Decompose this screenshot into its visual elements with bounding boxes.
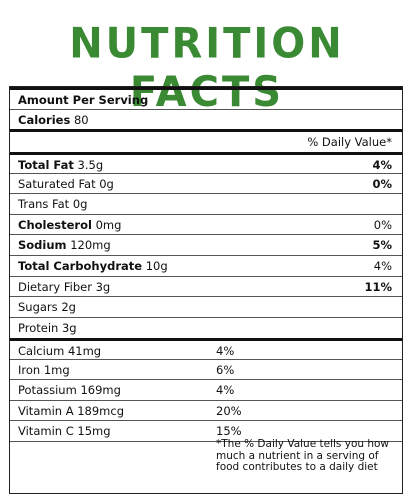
nutrient-daily-value: 0% xyxy=(372,176,392,191)
daily-value-header: % Daily Value* xyxy=(307,135,392,149)
vitamin-daily-value: 20% xyxy=(216,403,242,418)
nutrient-daily-value: 5% xyxy=(372,238,392,253)
nutrient-daily-value: 4% xyxy=(372,158,392,172)
vitamin-label: Vitamin C xyxy=(18,424,74,439)
calories-value: 80 xyxy=(73,113,89,127)
nutrient-amount: 0g xyxy=(99,176,114,191)
nutrient-label: Dietary Fiber xyxy=(18,279,92,294)
vitamin-label: Vitamin A xyxy=(18,403,74,418)
vitamin-row: Vitamin C 15mg 15% xyxy=(10,420,402,441)
nutrition-panel: Amount Per Serving Calories 80 % Daily V… xyxy=(9,86,403,494)
nutrient-daily-value: 11% xyxy=(364,279,392,294)
vitamin-row: Potassium 169mg 4% xyxy=(10,379,402,400)
nutrient-label: Protein xyxy=(18,320,59,335)
nutrient-row: Saturated Fat 0g 0% xyxy=(10,172,402,194)
nutrient-row: Protein 3g xyxy=(10,316,402,338)
vitamin-row: Calcium 41mg 4% xyxy=(10,338,402,361)
nutrient-label: Sugars xyxy=(18,300,58,315)
footnote-divider xyxy=(10,441,402,442)
nutrient-row: Trans Fat 0g xyxy=(10,193,402,214)
nutrient-row: Sodium 120mg 5% xyxy=(10,234,402,255)
nutrient-daily-value: 0% xyxy=(373,217,392,232)
vitamin-daily-value: 6% xyxy=(216,362,235,377)
vitamin-amount: 169mg xyxy=(80,383,121,398)
nutrient-label: Trans Fat xyxy=(18,197,70,212)
nutrient-amount: 0mg xyxy=(95,217,122,232)
nutrient-label: Sodium xyxy=(18,238,67,253)
nutrient-row: Total Carbohydrate 10g 4% xyxy=(10,255,402,276)
nutrient-row: Dietary Fiber 3g 11% xyxy=(10,275,402,297)
vitamin-amount: 41mg xyxy=(67,344,102,358)
page-title: NUTRITION FACTS xyxy=(69,19,345,117)
vitamin-amount: 189mcg xyxy=(77,403,125,418)
vitamin-label: Calcium xyxy=(18,344,65,358)
daily-value-header-row: % Daily Value* xyxy=(10,129,402,152)
vitamin-daily-value: 15% xyxy=(216,424,242,439)
vitamin-label: Iron xyxy=(18,362,41,377)
daily-value-footnote: *The % Daily Value tells you how much a … xyxy=(216,438,390,473)
nutrient-daily-value: 4% xyxy=(373,259,392,273)
nutrient-row: Total Fat 3.5g 4% xyxy=(10,152,402,175)
nutrient-label: Total Fat xyxy=(18,158,74,172)
amount-per-serving-label: Amount Per Serving xyxy=(18,93,149,107)
calories-row: Calories 80 xyxy=(10,109,402,130)
amount-per-serving-row: Amount Per Serving xyxy=(10,87,402,110)
vitamin-label: Potassium xyxy=(18,383,77,398)
vitamin-row: Vitamin A 189mcg 20% xyxy=(10,399,402,421)
nutrient-label: Cholesterol xyxy=(18,217,92,232)
nutrient-label: Total Carbohydrate xyxy=(18,259,143,273)
nutrient-row: Sugars 2g xyxy=(10,296,402,317)
nutrient-amount: 3.5g xyxy=(77,158,104,172)
vitamin-daily-value: 4% xyxy=(216,383,235,398)
nutrient-label: Saturated Fat xyxy=(18,176,96,191)
nutrient-amount: 2g xyxy=(61,300,76,315)
nutrient-amount: 3g xyxy=(95,279,111,294)
nutrient-amount: 120mg xyxy=(70,238,111,253)
vitamin-amount: 15mg xyxy=(77,424,111,439)
nutrient-row: Cholesterol 0mg 0% xyxy=(10,213,402,235)
calories-label: Calories xyxy=(18,113,71,127)
vitamin-row: Iron 1mg 6% xyxy=(10,358,402,380)
vitamin-amount: 1mg xyxy=(43,362,70,377)
nutrient-amount: 10g xyxy=(145,259,168,273)
vitamin-daily-value: 4% xyxy=(216,344,235,358)
nutrient-amount: 3g xyxy=(61,320,77,335)
nutrient-amount: 0g xyxy=(72,197,88,212)
